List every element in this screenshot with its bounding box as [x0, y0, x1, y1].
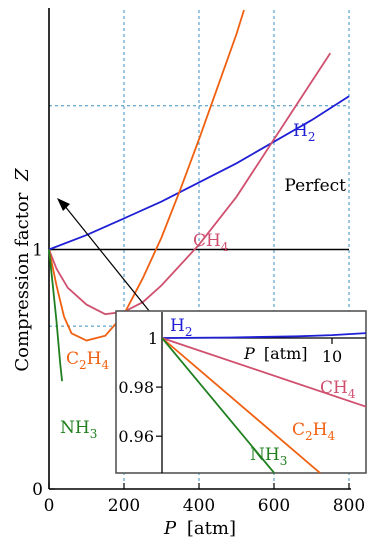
- series-label-c2h4: C2H4: [66, 349, 109, 372]
- x-tick-label: 800: [333, 496, 365, 516]
- inset-y-tick-label: 1: [148, 329, 158, 348]
- inset-series-label-h2: H2: [170, 316, 192, 339]
- inset-series-line-c2h4: [162, 337, 321, 473]
- inset-series-line-ch4: [162, 337, 366, 408]
- inset-y-tick-label: 0.98: [118, 378, 154, 397]
- main-labels: Perfect H2 CH4 C2H4 NH3: [60, 121, 346, 441]
- series-label-ch4: CH4: [193, 231, 229, 254]
- y-tick-label: 1: [32, 241, 43, 261]
- inset-x-axis-unit: [atm]: [264, 344, 308, 363]
- x-axis-title: P [atm]: [163, 518, 236, 539]
- inset-x-axis-var: P: [243, 344, 255, 363]
- inset-series-label-nh3: NH3: [250, 445, 287, 468]
- main-ticks: 0 200 400 600 800 0 1: [32, 241, 365, 517]
- series-label-h2: H2: [293, 121, 315, 144]
- x-axis-unit: [atm]: [187, 518, 236, 539]
- inset-pointer-arrow: [57, 198, 151, 313]
- x-tick-label: 0: [44, 496, 55, 516]
- series-line-nh3: [48, 249, 63, 382]
- inset-series: [162, 332, 366, 473]
- inset-series-label-ch4: CH4: [320, 378, 356, 401]
- inset-series-line-h2: [162, 332, 366, 339]
- y-axis-text: Compression factor: [12, 192, 33, 371]
- x-axis-var: P: [163, 518, 177, 539]
- y-axis-var: Z: [12, 168, 33, 182]
- x-tick-label: 400: [183, 496, 215, 516]
- x-tick-label: 200: [108, 496, 140, 516]
- inset-ticks: 10 1 0.98 0.96: [118, 329, 342, 446]
- series-line-h2: [48, 95, 350, 251]
- inset-y-tick-label: 0.96: [118, 427, 154, 446]
- inset-series-line-nh3: [162, 337, 275, 473]
- y-axis-title: Compression factor Z: [12, 168, 33, 372]
- series-label-nh3: NH3: [60, 418, 97, 441]
- series-line-c2h4: [48, 9, 245, 342]
- inset-x-axis-title: P [atm]: [243, 344, 307, 363]
- inset-x-tick-label: 10: [322, 347, 342, 366]
- inset-series-label-c2h4: C2H4: [292, 420, 335, 443]
- x-tick-label: 600: [258, 496, 290, 516]
- perfect-label: Perfect: [284, 176, 346, 196]
- y-tick-label: 0: [32, 480, 43, 500]
